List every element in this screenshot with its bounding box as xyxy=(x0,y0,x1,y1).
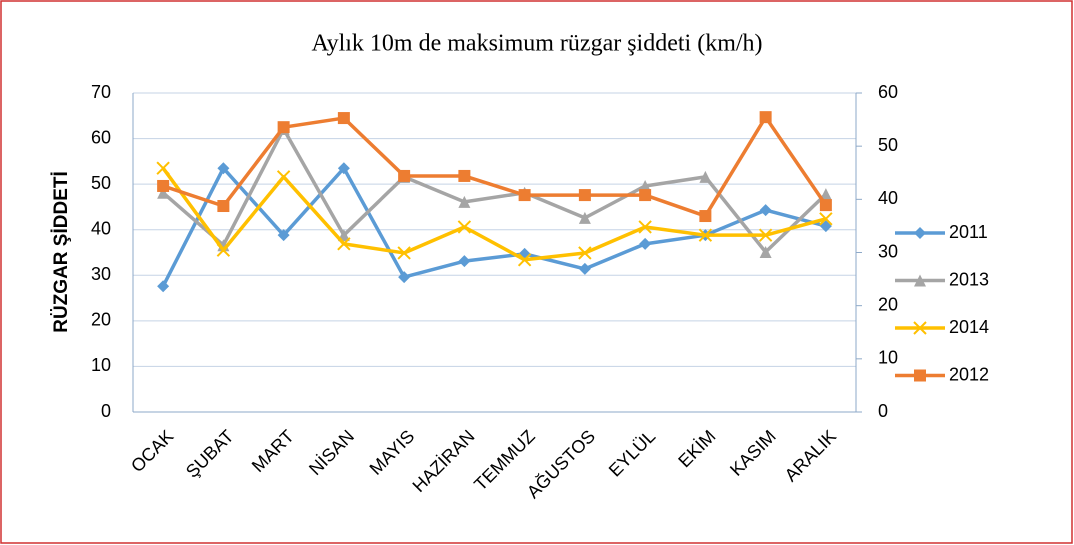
data-point xyxy=(578,262,591,275)
legend-label: 2012 xyxy=(949,364,989,384)
legend-marker xyxy=(914,369,926,382)
y2-tick-label: 0 xyxy=(878,401,888,421)
data-point xyxy=(217,200,230,213)
series-line xyxy=(162,115,828,218)
data-point xyxy=(458,169,471,182)
data-point xyxy=(819,188,832,201)
data-point xyxy=(517,253,532,267)
data-point xyxy=(578,211,591,224)
data-point xyxy=(639,179,652,192)
y2-tick-label: 20 xyxy=(878,294,898,314)
y-tick-label: 0 xyxy=(101,401,111,421)
data-point xyxy=(398,271,411,284)
y2-tick-label: 40 xyxy=(878,188,898,208)
data-point xyxy=(277,229,290,242)
data-point xyxy=(759,204,772,217)
y-tick-label: 70 xyxy=(91,82,111,102)
legend-label: 2013 xyxy=(949,269,989,289)
data-point xyxy=(156,161,170,175)
data-point xyxy=(758,228,773,242)
y-tick-label: 50 xyxy=(91,173,111,193)
data-point xyxy=(639,189,652,202)
data-point xyxy=(337,237,351,251)
data-point xyxy=(337,112,350,125)
y2-tick-label: 10 xyxy=(878,348,898,368)
y2-tick-label: 50 xyxy=(878,135,898,155)
y2-tick-label: 60 xyxy=(878,82,898,102)
y-tick-label: 40 xyxy=(91,218,111,238)
data-point xyxy=(157,186,170,199)
data-point xyxy=(578,246,592,260)
y-tick-label: 60 xyxy=(91,127,111,147)
data-point xyxy=(639,237,652,250)
series-line xyxy=(161,166,827,288)
data-point xyxy=(398,169,411,182)
data-point xyxy=(337,162,350,175)
data-point xyxy=(819,212,833,226)
data-point xyxy=(277,121,290,134)
legend-label: 2014 xyxy=(949,317,989,337)
data-point xyxy=(698,228,713,242)
y-axis-label: RÜZGAR ŞİDDETİ xyxy=(51,171,72,333)
legend-marker xyxy=(914,227,926,239)
data-point xyxy=(157,280,170,293)
data-point xyxy=(638,220,652,234)
data-point xyxy=(518,189,531,202)
data-point xyxy=(699,210,712,223)
y-tick-label: 10 xyxy=(91,355,111,375)
data-point xyxy=(397,246,411,260)
data-point xyxy=(699,170,712,183)
data-point xyxy=(578,189,591,202)
chart-title: Aylık 10m de maksimum rüzgar şiddeti (km… xyxy=(311,31,762,57)
data-point xyxy=(276,170,291,184)
data-point xyxy=(819,199,832,212)
data-point xyxy=(157,179,170,192)
legend-marker xyxy=(914,274,926,287)
data-point xyxy=(458,255,471,268)
data-point xyxy=(217,162,230,175)
y-tick-label: 20 xyxy=(91,310,111,330)
data-point xyxy=(216,243,231,257)
data-point xyxy=(458,195,471,208)
series-line xyxy=(161,167,827,262)
legend-marker xyxy=(913,321,927,335)
data-point xyxy=(457,220,472,234)
y2-tick-label: 30 xyxy=(878,241,898,261)
data-point xyxy=(759,246,772,259)
data-point xyxy=(759,111,772,124)
data-point xyxy=(518,247,531,260)
y-tick-label: 30 xyxy=(91,264,111,284)
series-line xyxy=(161,127,828,254)
legend-label: 2011 xyxy=(949,222,988,242)
